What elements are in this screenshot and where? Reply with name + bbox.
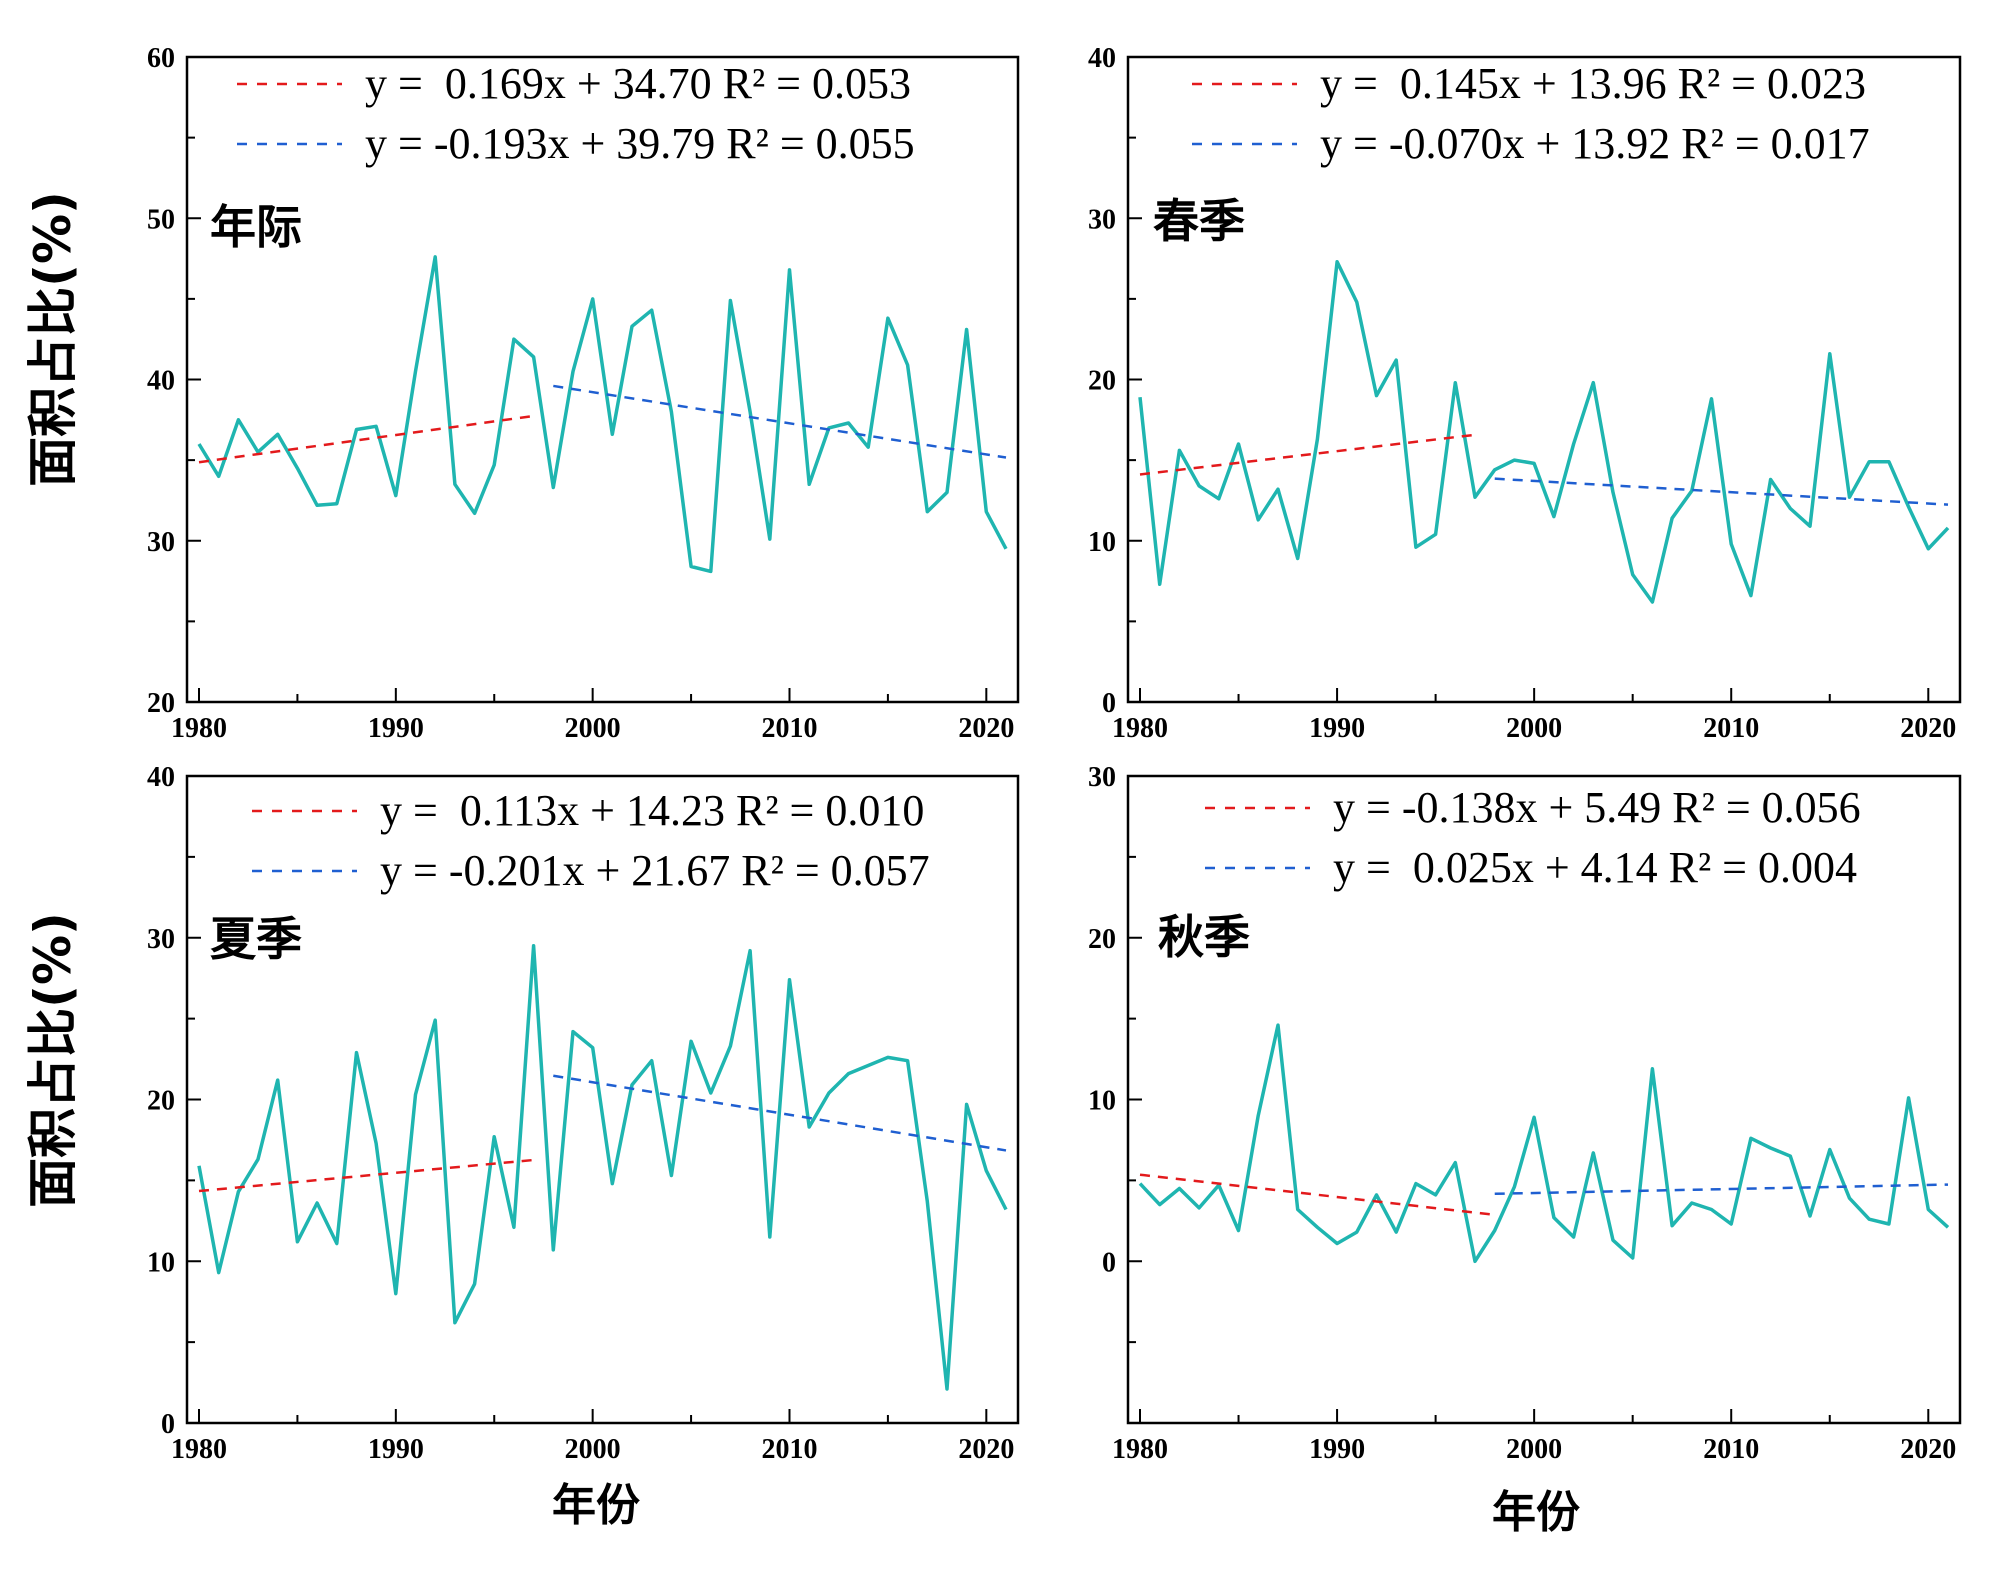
y-tick-label: 40 [147, 762, 175, 793]
x-tick-label: 2000 [565, 713, 621, 744]
x-axis-title: 年份 [1492, 1487, 1580, 1538]
y-tick-label: 50 [147, 204, 175, 235]
panel-4: 1980 1990 2000 2010 2020 0 10 20 30 y = -0.138x +… [1088, 762, 1962, 1538]
legend-equation: y = -0.138x + 5.49 R² = 0.056 [1333, 783, 1861, 832]
x-tick-label: 2020 [1900, 1434, 1956, 1465]
trend-line-early [198, 414, 534, 464]
data-series-line [1138, 260, 1950, 604]
x-tick-label: 2000 [565, 1434, 621, 1465]
trend-line-late [553, 384, 1007, 459]
y-tick-label: 20 [1088, 366, 1116, 397]
x-tick-label: 1980 [1112, 1434, 1168, 1465]
data-series-line [197, 255, 1008, 574]
legend-equation: y = 0.025x + 4.14 R² = 0.004 [1333, 843, 1857, 892]
y-tick-label: 10 [1088, 1086, 1116, 1117]
y-tick-label: 40 [147, 366, 175, 397]
y-tick-label: 0 [1102, 688, 1116, 719]
trend-line-late [553, 1074, 1007, 1152]
x-tick-label: 2020 [958, 1434, 1014, 1465]
y-tick-label: 0 [161, 1409, 175, 1440]
x-tick-label: 2010 [1703, 1434, 1759, 1465]
data-series-line [197, 944, 1008, 1391]
trend-line-early [1139, 433, 1476, 476]
x-tick-label: 1990 [1309, 713, 1365, 744]
y-tick-label: 10 [147, 1247, 175, 1278]
trend-line-late [1494, 477, 1949, 506]
x-tick-label: 2010 [1703, 713, 1759, 744]
x-tick-label: 2010 [761, 1434, 817, 1465]
legend-equation: y = 0.169x + 34.70 R² = 0.053 [365, 59, 911, 108]
y-tick-label: 30 [147, 527, 175, 558]
trend-line-early [1139, 1173, 1495, 1217]
y-tick-label: 60 [147, 43, 175, 74]
legend-equation: y = 0.145x + 13.96 R² = 0.023 [1320, 59, 1866, 108]
y-tick-label: 30 [1088, 204, 1116, 235]
trend-line-late [1494, 1183, 1949, 1196]
legend-equation: y = 0.113x + 14.23 R² = 0.010 [380, 786, 924, 835]
panel-label: 夏季 [210, 912, 302, 966]
y-tick-label: 40 [1088, 43, 1116, 74]
trend-line-early [198, 1158, 534, 1193]
y-axis-title: 面积占比(%) [24, 191, 82, 487]
y-tick-label: 20 [147, 1086, 175, 1117]
x-tick-label: 2020 [958, 713, 1014, 744]
x-tick-label: 2000 [1506, 713, 1562, 744]
panel-label: 秋季 [1158, 910, 1250, 964]
data-series-line [1138, 1023, 1950, 1264]
y-tick-label: 20 [147, 688, 175, 719]
panel-label: 春季 [1153, 194, 1245, 248]
x-tick-label: 1980 [1112, 713, 1168, 744]
panel-3: 1980 1990 2000 2010 2020 0 10 20 30 40 y = 0.113x … [24, 762, 1020, 1531]
panel-label: 年际 [210, 200, 302, 254]
x-axis-title: 年份 [552, 1480, 640, 1531]
legend-equation: y = -0.201x + 21.67 R² = 0.057 [380, 846, 930, 895]
x-tick-label: 1980 [171, 713, 227, 744]
panel-2: 1980 1990 2000 2010 2020 0 10 20 30 40 y = 0.145x … [1088, 43, 1962, 744]
y-tick-label: 10 [1088, 527, 1116, 558]
y-tick-label: 20 [1088, 924, 1116, 955]
legend-equation: y = -0.193x + 39.79 R² = 0.055 [365, 119, 915, 168]
y-axis-title: 面积占比(%) [24, 912, 82, 1208]
x-tick-label: 1990 [368, 1434, 424, 1465]
x-tick-label: 2000 [1506, 1434, 1562, 1465]
y-tick-label: 30 [1088, 762, 1116, 793]
legend-equation: y = -0.070x + 13.92 R² = 0.017 [1320, 119, 1870, 168]
x-tick-label: 1990 [1309, 1434, 1365, 1465]
x-tick-label: 2020 [1900, 713, 1956, 744]
x-tick-label: 1980 [171, 1434, 227, 1465]
y-tick-label: 30 [147, 924, 175, 955]
x-tick-label: 1990 [368, 713, 424, 744]
y-tick-label: 0 [1102, 1247, 1116, 1278]
x-tick-label: 2010 [761, 713, 817, 744]
